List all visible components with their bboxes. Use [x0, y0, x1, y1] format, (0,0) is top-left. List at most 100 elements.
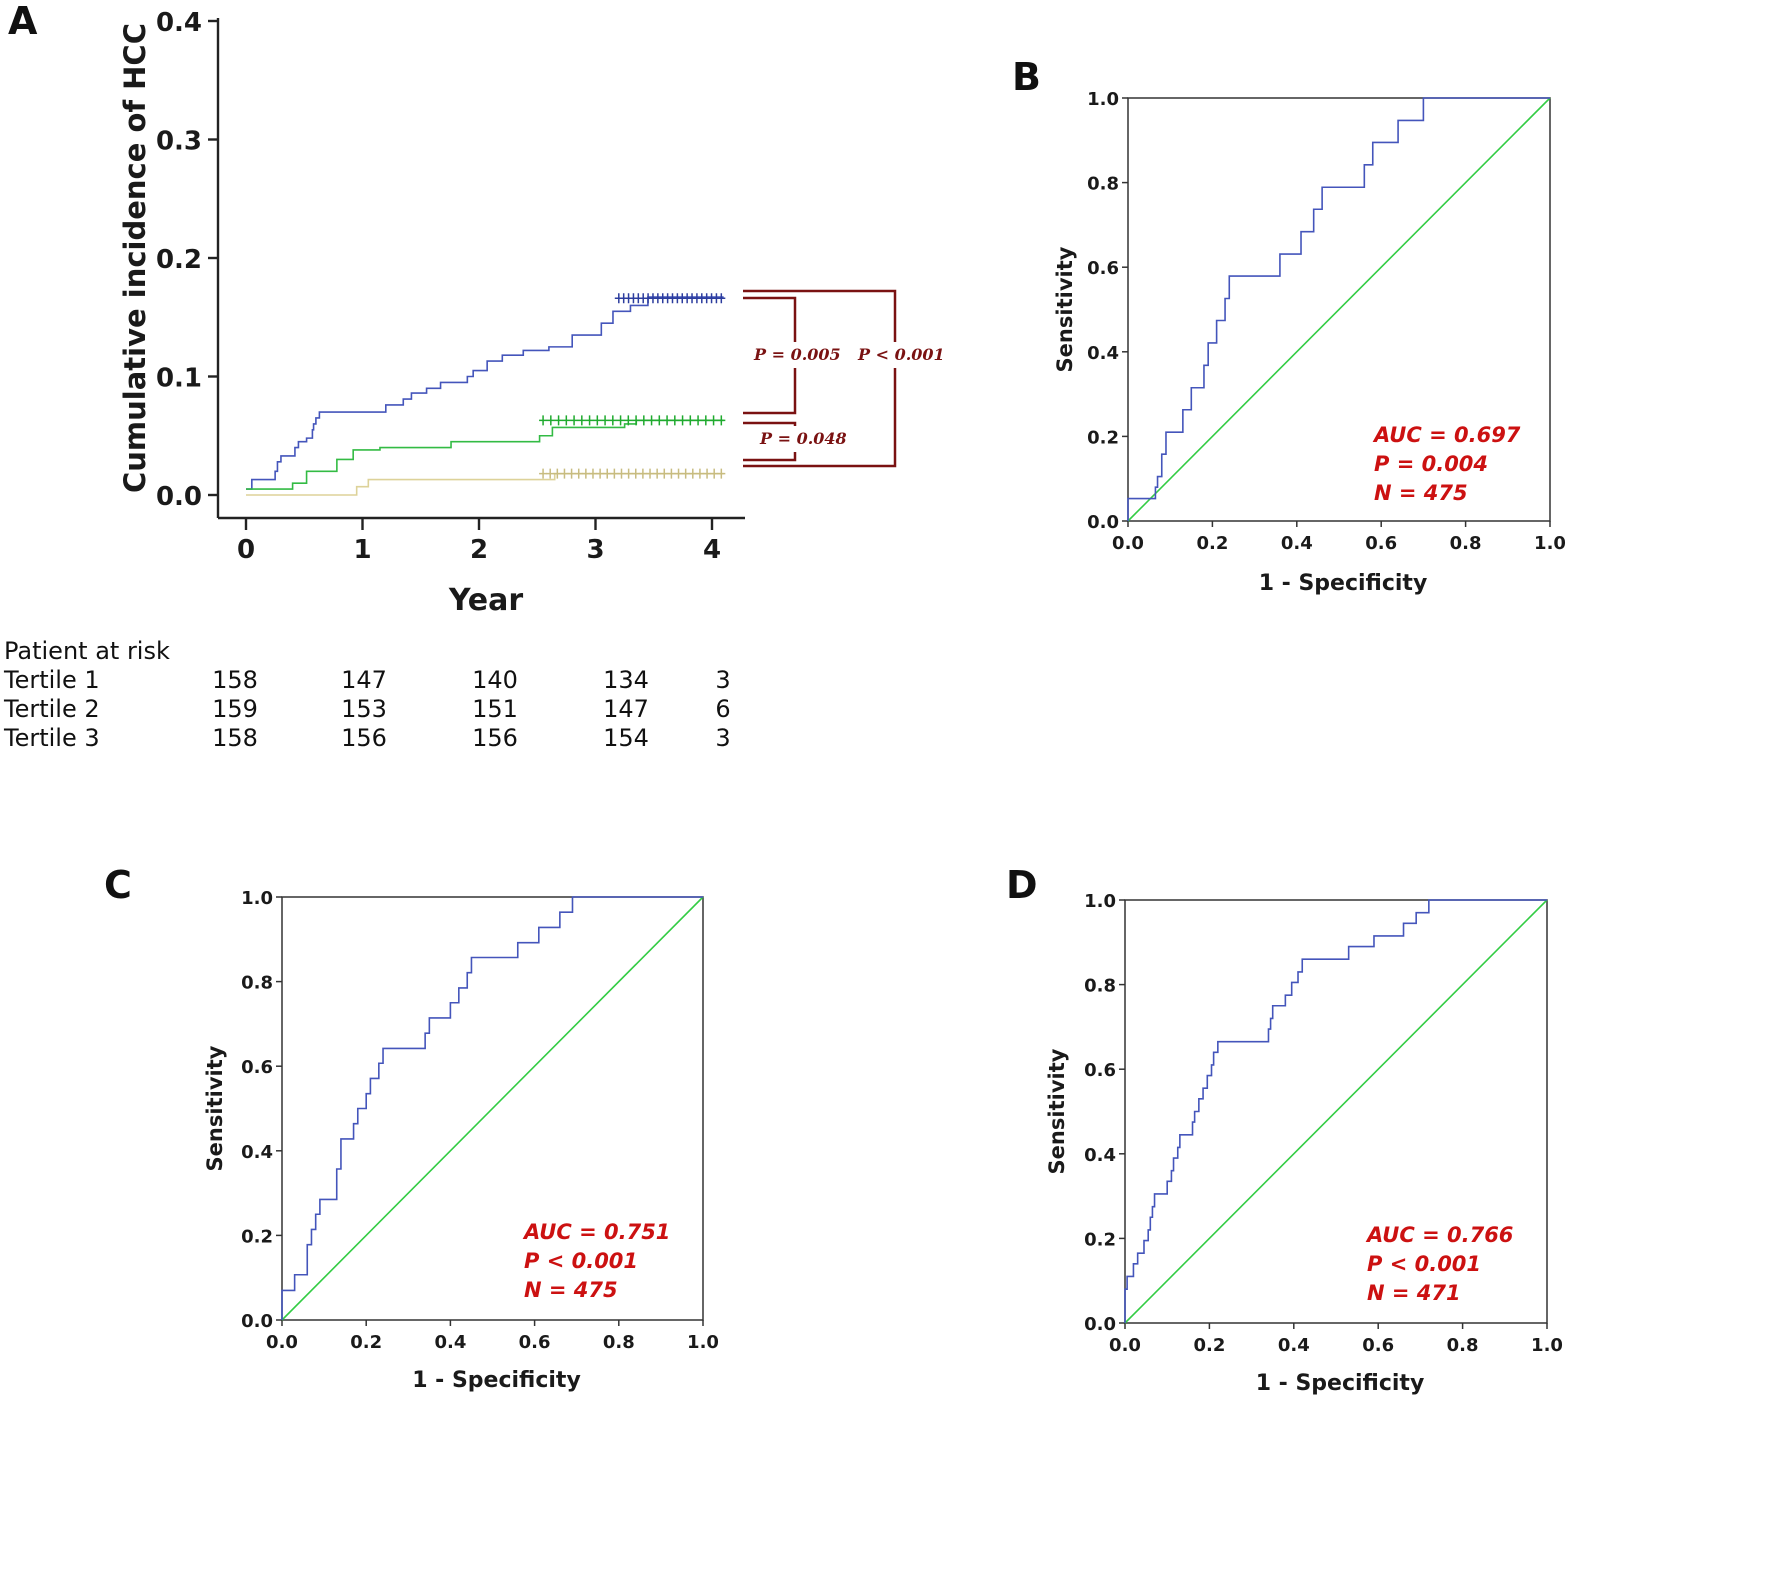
p-label-bg-2: [756, 426, 836, 452]
p-label-bg-1: [750, 342, 830, 368]
panel-b-x-tick-label: 0.0: [1112, 533, 1144, 554]
panel-d-x-axis-title: 1 - Specificity: [1256, 1371, 1425, 1396]
panel-b-stat-line: AUC = 0.697: [1372, 423, 1521, 447]
panel-d-x-tick-label: 0.6: [1362, 1335, 1394, 1356]
censor-mark: [554, 415, 563, 426]
panel-c-x-tick-label: 0.4: [434, 1332, 466, 1353]
panel-c-x-tick-label: 0.6: [519, 1332, 551, 1353]
panel-a-y-tick-label: 0.1: [156, 364, 202, 394]
panel-c-reference-diagonal: [281, 896, 704, 1321]
risk-table-cell: 6: [715, 695, 730, 723]
censor-mark: [710, 468, 719, 479]
censor-mark: [667, 468, 676, 479]
censor-mark: [608, 415, 617, 426]
panel-a-x-ticks: 0 1 2 3 4: [237, 518, 721, 565]
panel-a: A 0.0 0.1 0.2 0.3 0.4 0 1 2 3 4 Cumulative incid…: [3, 0, 945, 752]
censor-mark: [560, 468, 569, 479]
panel-d-x-tick-label: 0.0: [1109, 1335, 1141, 1356]
panel-c-x-tick-label: 0.8: [603, 1332, 635, 1353]
panel-c-y-tick-label: 0.0: [241, 1311, 273, 1332]
panel-b-ticks: 0.00.0 0.2 0.2 0.4 0.4 0.6 0.6 0.8 0.8 1.0 1.0: [1087, 89, 1566, 554]
panel-b-y-tick-label: 0.6: [1087, 258, 1119, 279]
panel-b-stat-line: P = 0.004: [1374, 452, 1488, 476]
panel-a-x-tick-label: 4: [703, 535, 721, 565]
censor-mark: [717, 293, 726, 304]
censor-mark: [588, 468, 597, 479]
risk-table-cell: 140: [472, 666, 518, 694]
risk-table-cell: 153: [341, 695, 387, 723]
panel-label-c: C: [104, 863, 132, 907]
censor-mark: [655, 415, 664, 426]
censor-mark: [570, 415, 579, 426]
panel-b-x-tick-label: 1.0: [1534, 533, 1566, 554]
risk-table-row-label: Tertile 3: [3, 724, 100, 752]
censor-marks-tertile-2: [539, 415, 726, 426]
panel-c-x-tick-label: 0.2: [350, 1332, 382, 1353]
censor-mark: [603, 468, 612, 479]
panel-b-x-tick-label: 0.4: [1281, 533, 1313, 554]
panel-b-roc-curve: [1127, 97, 1550, 521]
risk-table-cell: 154: [603, 724, 649, 752]
panel-b-y-tick-label: 0.8: [1087, 174, 1119, 195]
censor-mark: [663, 415, 672, 426]
censor-mark: [709, 415, 718, 426]
panel-b-y-tick-label: 0.2: [1087, 427, 1119, 448]
p-label-bg-3: [854, 342, 934, 368]
panel-c-x-tick-label: 0.0: [266, 1332, 298, 1353]
incidence-curve-tertile-1: [246, 296, 724, 490]
panel-c-x-tick-label: 1.0: [687, 1332, 719, 1353]
panel-d-y-tick-label: 0.2: [1084, 1229, 1116, 1250]
panel-a-y-tick-label: 0.3: [156, 127, 202, 157]
censor-mark: [681, 468, 690, 479]
censor-marks-tertile-1: [614, 293, 726, 304]
panel-c-x-axis-title: 1 - Specificity: [412, 1368, 581, 1393]
panel-c-y-axis-title: Sensitivity: [203, 1045, 227, 1171]
censor-mark: [670, 415, 679, 426]
risk-table-cell: 158: [212, 724, 258, 752]
panel-b-x-tick-label: 0.8: [1450, 533, 1482, 554]
panel-c-y-tick-label: 0.6: [241, 1057, 273, 1078]
panel-d-y-tick-label: 0.8: [1084, 976, 1116, 997]
panel-d-plot-frame: [1124, 899, 1548, 1324]
censor-mark: [567, 468, 576, 479]
panel-a-x-tick-label: 2: [470, 535, 488, 565]
panel-d-ticks: 0.00.0 0.2 0.2 0.4 0.4 0.6 0.6 0.8 0.8 1.0 1.0: [1084, 891, 1563, 1356]
panel-d-y-tick-label: 1.0: [1084, 891, 1116, 912]
panel-c-stats: AUC = 0.751 P < 0.001 N = 475: [522, 1220, 670, 1302]
panel-b-y-tick-label: 0.0: [1087, 512, 1119, 533]
panel-c-ticks: 0.00.0 0.2 0.2 0.4 0.4 0.6 0.6 0.8 0.8 1.0 1.0: [241, 888, 719, 1353]
panel-d-y-tick-label: 0.6: [1084, 1060, 1116, 1081]
censor-mark: [638, 468, 647, 479]
censor-mark: [574, 468, 583, 479]
panel-d-x-tick-label: 0.8: [1447, 1335, 1479, 1356]
censor-mark: [616, 415, 625, 426]
censor-mark: [660, 468, 669, 479]
panel-label-a: A: [8, 0, 38, 43]
panel-c-y-tick-label: 0.4: [241, 1142, 273, 1163]
censor-mark: [631, 468, 640, 479]
risk-table-cell: 3: [715, 724, 730, 752]
risk-table-cell: 156: [472, 724, 518, 752]
panel-b-plot-frame: [1127, 97, 1551, 522]
panel-b-x-tick-label: 0.6: [1365, 533, 1397, 554]
risk-table-cell: 3: [715, 666, 730, 694]
censor-mark: [653, 468, 662, 479]
panel-label-b: B: [1012, 55, 1041, 99]
risk-table: Patient at risk Tertile 1 158 147 140 134 3Te…: [3, 637, 731, 752]
censor-mark: [585, 415, 594, 426]
risk-table-rows: Tertile 1 158 147 140 134 3 Tertile 2 159 153 151…: [3, 666, 731, 752]
risk-table-cell: 158: [212, 666, 258, 694]
risk-table-row: Tertile 1 158 147 140 134 3: [3, 666, 731, 694]
censor-mark: [632, 415, 641, 426]
panel-b-stats: AUC = 0.697 P = 0.004 N = 475: [1372, 423, 1521, 505]
censor-mark: [610, 468, 619, 479]
censor-mark: [701, 415, 710, 426]
censor-mark: [647, 415, 656, 426]
panel-b-x-axis-title: 1 - Specificity: [1259, 571, 1428, 596]
panel-d-stat-line: N = 471: [1367, 1281, 1461, 1305]
censor-mark: [562, 415, 571, 426]
panel-d-stat-line: AUC = 0.766: [1365, 1223, 1513, 1247]
risk-table-row-label: Tertile 1: [3, 666, 100, 694]
panel-d-x-tick-label: 1.0: [1531, 1335, 1563, 1356]
